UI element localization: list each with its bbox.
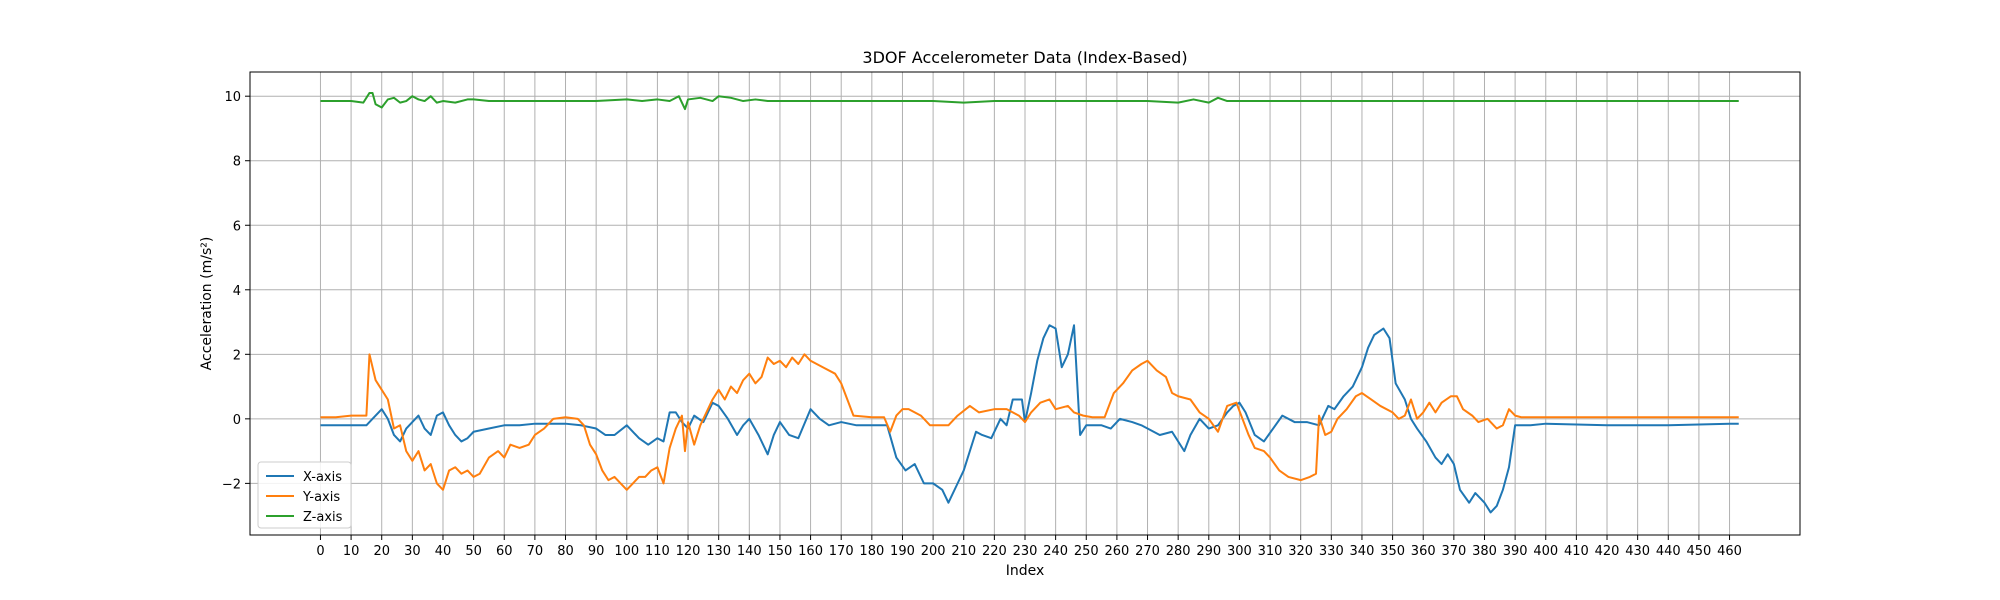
x-axis-title: Index [1006, 563, 1045, 579]
y-tick-label: 2 [233, 348, 241, 363]
x-tick-label: 20 [373, 544, 390, 559]
y-tick-label: 0 [233, 413, 241, 428]
x-tick-label: 170 [829, 544, 854, 559]
x-tick-label: 10 [343, 544, 360, 559]
legend-label: X-axis [303, 470, 342, 485]
x-tick-label: 40 [435, 544, 452, 559]
x-tick-label: 450 [1686, 544, 1711, 559]
x-tick-label: 340 [1350, 544, 1375, 559]
x-tick-label: 80 [557, 544, 574, 559]
x-tick-label: 420 [1595, 544, 1620, 559]
y-axis-title: Acceleration (m/s²) [199, 237, 215, 371]
x-tick-label: 360 [1411, 544, 1436, 559]
x-tick-label: 240 [1043, 544, 1068, 559]
x-tick-label: 190 [890, 544, 915, 559]
series-line-y-axis [320, 353, 1739, 491]
x-tick-label: 300 [1227, 544, 1252, 559]
legend-box [257, 461, 352, 529]
series-layer [320, 91, 1739, 514]
x-tick-label: 50 [465, 544, 482, 559]
x-tick-label: 380 [1472, 544, 1497, 559]
x-tick-label: 270 [1135, 544, 1160, 559]
x-tick-label: 90 [588, 544, 605, 559]
x-tick-label: 460 [1717, 544, 1742, 559]
chart-title: 3DOF Accelerometer Data (Index-Based) [862, 48, 1187, 67]
x-tick-label: 330 [1319, 544, 1344, 559]
x-tick-label: 290 [1196, 544, 1221, 559]
y-tick-label: 4 [233, 284, 241, 299]
y-tick-label: −2 [222, 477, 241, 492]
x-tick-label: 150 [768, 544, 793, 559]
series-line-x-axis [320, 324, 1739, 514]
x-tick-label: 220 [982, 544, 1007, 559]
grid [250, 72, 1800, 535]
x-tick-label: 440 [1656, 544, 1681, 559]
x-tick-label: 30 [404, 544, 421, 559]
y-axis-ticks: −2 0 2 4 6 8 10 [222, 90, 250, 492]
x-tick-label: 370 [1441, 544, 1466, 559]
x-tick-label: 0 [316, 544, 324, 559]
x-tick-label: 280 [1166, 544, 1191, 559]
x-tick-label: 320 [1288, 544, 1313, 559]
x-tick-label: 200 [921, 544, 946, 559]
x-tick-label: 70 [527, 544, 544, 559]
x-tick-label: 120 [676, 544, 701, 559]
x-tick-label: 400 [1533, 544, 1558, 559]
x-tick-label: 160 [798, 544, 823, 559]
x-tick-label: 210 [951, 544, 976, 559]
x-tick-label: 100 [614, 544, 639, 559]
x-tick-label: 230 [1013, 544, 1038, 559]
x-tick-label: 350 [1380, 544, 1405, 559]
x-axis-ticks: 0 10 20 30 40 50 60 70 80 90 100 110 120 130 140 150 160… [316, 535, 1742, 559]
x-tick-label: 250 [1074, 544, 1099, 559]
x-tick-label: 430 [1625, 544, 1650, 559]
x-tick-label: 60 [496, 544, 513, 559]
x-tick-label: 260 [1104, 544, 1129, 559]
series-line-z-axis [320, 91, 1739, 111]
y-tick-label: 10 [224, 90, 241, 105]
x-tick-label: 130 [706, 544, 731, 559]
legend: X-axis Y-axis Z-axis [257, 461, 352, 529]
legend-label: Z-axis [303, 510, 343, 525]
x-tick-label: 410 [1564, 544, 1589, 559]
y-tick-label: 6 [233, 219, 241, 234]
x-tick-label: 180 [859, 544, 884, 559]
legend-label: Y-axis [302, 490, 340, 505]
x-tick-label: 310 [1258, 544, 1283, 559]
x-tick-label: 390 [1503, 544, 1528, 559]
y-tick-label: 8 [233, 155, 241, 170]
x-tick-label: 140 [737, 544, 762, 559]
x-tick-label: 110 [645, 544, 670, 559]
